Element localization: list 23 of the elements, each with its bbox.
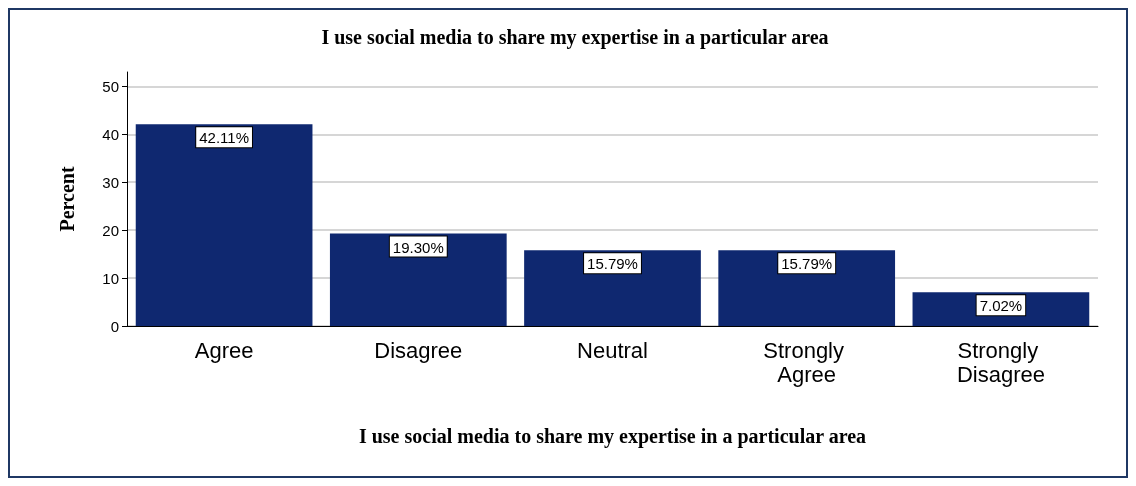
bar [135,124,313,326]
x-tick-label: Disagree [374,337,463,363]
y-tick-label: 0 [110,317,119,335]
data-label: 42.11% [199,129,249,147]
y-tick-label: 30 [102,173,119,191]
bar [718,250,896,326]
y-tick-label: 40 [102,125,119,143]
y-tick-label: 20 [102,221,119,239]
x-axis-title: I use social media to share my expertise in a particular area [358,425,867,448]
data-label: 19.30% [392,238,444,256]
x-tick-label: Strongly Disagree [956,337,1045,387]
y-axis-title: Percent [56,166,78,232]
chart-title: I use social media to share my expertise in a particular area [321,26,829,49]
bar [329,233,507,326]
data-label: 7.02% [979,297,1023,315]
x-tick-label: Agree [194,337,254,363]
data-label: 15.79% [781,255,833,273]
x-tick-label: Neutral [577,337,648,363]
y-tick-label: 50 [102,77,119,95]
bar [524,250,701,326]
x-tick-label: Strongly Agree [763,337,851,387]
y-tick-label: 10 [102,269,119,287]
data-label: 15.79% [587,255,638,273]
